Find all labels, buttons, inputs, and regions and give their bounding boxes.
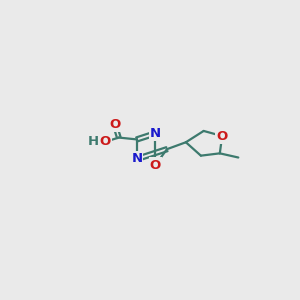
Text: H: H (88, 135, 99, 148)
Text: N: N (150, 127, 161, 140)
Text: O: O (150, 158, 161, 172)
Text: O: O (109, 118, 120, 131)
Text: O: O (100, 135, 111, 148)
Text: O: O (217, 130, 228, 142)
Text: N: N (131, 152, 142, 166)
